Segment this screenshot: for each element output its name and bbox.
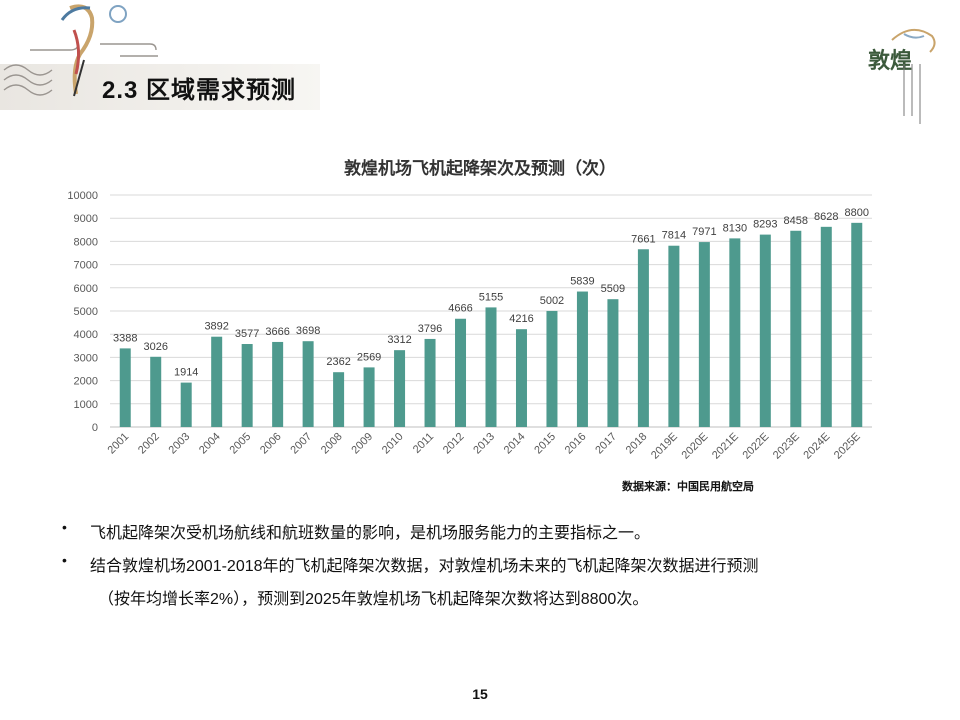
data-label: 8458 [784,215,808,227]
bar [790,231,801,427]
y-tick-label: 0 [92,422,98,434]
y-tick-label: 5000 [74,306,98,318]
y-tick-label: 7000 [74,260,98,272]
bar [729,238,740,427]
bullet-text-2-line1: 结合敦煌机场2001-2018年的飞机起降架次数据，对敦煌机场未来的飞机起降架次… [90,558,759,575]
bar [699,242,710,427]
y-tick-label: 2000 [74,376,98,388]
bullet-text-2-line2: （按年均增长率2%），预测到2025年敦煌机场飞机起降架次数将达到8800次。 [98,591,648,608]
bullet-marker: • [62,552,67,568]
x-tick-label: 2011 [411,431,436,456]
data-label: 3312 [387,334,411,346]
x-tick-label: 2020E [680,431,711,462]
bar [425,339,436,427]
bar [851,223,862,427]
x-tick-label: 2022E [740,431,771,462]
data-label: 4666 [448,303,472,315]
x-tick-label: 2017 [593,431,619,457]
x-tick-label: 2012 [441,431,467,457]
data-label: 5002 [540,295,564,307]
data-label: 8800 [845,207,869,219]
data-label: 3577 [235,328,259,340]
bar-chart: 0 1000 2000 3000 4000 5000 6000 7000 8000 9000 100… [0,0,960,500]
data-label: 1914 [174,367,198,379]
x-tick-label: 2016 [563,431,589,457]
x-tick-label: 2021E [710,431,741,462]
y-tick-label: 3000 [74,352,98,364]
data-label: 3388 [113,332,137,344]
data-label: 7814 [662,230,686,242]
y-tick-label: 1000 [74,399,98,411]
bar [242,344,253,427]
data-label: 2569 [357,351,381,363]
bar [211,337,222,427]
bullet-item-2: • 结合敦煌机场2001-2018年的飞机起降架次数据，对敦煌机场未来的飞机起降… [90,552,759,576]
x-tick-label: 2006 [258,431,284,457]
bar [455,319,466,427]
bar [150,357,161,427]
x-tick-label: 2004 [197,431,223,457]
x-tick-label: 2002 [136,431,162,457]
x-tick-label: 2013 [471,431,497,457]
bullet-item-1: • 飞机起降架次受机场航线和航班数量的影响，是机场服务能力的主要指标之一。 [90,519,650,543]
data-label: 8293 [753,219,777,231]
bar [821,227,832,427]
bar [303,341,314,427]
data-label: 8628 [814,211,838,223]
data-label: 2362 [326,356,350,368]
bar [516,329,527,427]
data-label: 5509 [601,283,625,295]
data-label: 3666 [265,326,289,338]
source-note: 数据来源：中国民用航空局 [622,478,754,494]
data-label: 8130 [723,222,747,234]
x-tick-label: 2025E [832,431,863,462]
data-label: 3026 [143,341,167,353]
data-label: 5155 [479,291,503,303]
bar [546,311,557,427]
y-tick-label: 10000 [67,190,98,202]
bar [607,299,618,427]
y-tick-label: 4000 [74,329,98,341]
bar [486,307,497,427]
x-tick-label: 2010 [380,431,406,457]
bar [120,348,131,427]
data-label: 7661 [631,233,655,245]
data-label: 3796 [418,323,442,335]
bar [333,372,344,427]
x-tick-label: 2003 [167,431,193,457]
bar [638,249,649,427]
y-tick-label: 8000 [74,236,98,248]
x-tick-label: 2023E [771,431,802,462]
x-tick-label: 2009 [349,431,375,457]
data-label: 4216 [509,313,533,325]
x-tick-label: 2007 [288,431,314,457]
bar [577,292,588,427]
y-tick-label: 9000 [74,213,98,225]
bullet-marker: • [62,519,67,535]
x-tick-label: 2008 [319,431,345,457]
x-tick-label: 2015 [532,431,558,457]
x-tick-label: 2024E [801,431,832,462]
y-tick-label: 6000 [74,283,98,295]
data-label: 7971 [692,226,716,238]
bar [181,383,192,427]
bar [668,246,679,427]
bar [364,367,375,427]
bullet-text-1: 飞机起降架次受机场航线和航班数量的影响，是机场服务能力的主要指标之一。 [90,525,650,542]
bullet-item-2-continued: （按年均增长率2%），预测到2025年敦煌机场飞机起降架次数将达到8800次。 [98,585,648,609]
bar [394,350,405,427]
data-label: 3698 [296,325,320,337]
bar [760,235,771,427]
x-tick-label: 2001 [106,431,132,457]
x-tick-label: 2019E [649,431,680,462]
x-tick-label: 2018 [624,431,650,457]
data-label: 5839 [570,276,594,288]
page-number: 15 [0,686,960,702]
x-tick-label: 2014 [502,431,528,457]
x-tick-label: 2005 [227,431,253,457]
bar [272,342,283,427]
data-label: 3892 [204,321,228,333]
